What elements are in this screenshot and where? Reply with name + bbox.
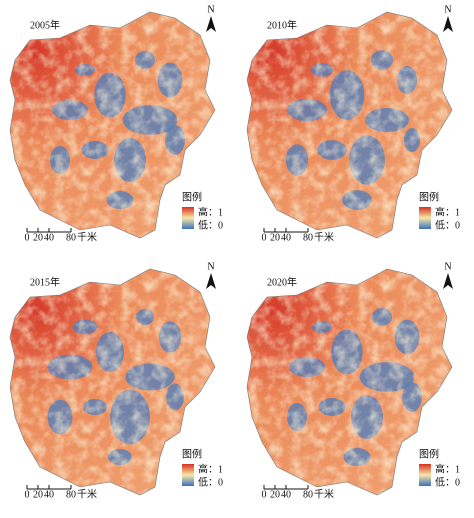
scale-label: 20 (270, 232, 280, 243)
scale-unit: 千米 (77, 487, 97, 500)
scale-label: 20 (270, 489, 280, 500)
scale-label: 20 (33, 232, 43, 243)
scale-label: 80 (66, 489, 76, 500)
panel-year: 2015年 (30, 275, 60, 288)
scale-label: 80 (303, 232, 313, 243)
scale-label: 20 (33, 489, 43, 500)
region-outline (9, 268, 216, 496)
region-map (10, 269, 215, 495)
panel-year: 2020年 (267, 275, 297, 288)
scale-label: 0 (262, 232, 267, 243)
legend-title: 图例 (419, 447, 439, 460)
scale-label: 0 (262, 489, 267, 500)
region-outline (9, 11, 216, 239)
legend-low: 低：0 (435, 475, 460, 488)
legend-low: 低：0 (198, 475, 223, 488)
legend-swatch (182, 207, 194, 229)
scale-unit: 千米 (77, 230, 97, 243)
legend-high: 高：1 (198, 205, 223, 218)
legend-high: 高：1 (435, 205, 460, 218)
north-label: N (207, 4, 214, 15)
scale-unit: 千米 (314, 487, 334, 500)
north-label: N (444, 261, 451, 272)
north-arrow (443, 273, 453, 289)
map-panel: 2010年 N 图例高：1低：0 0 20 40 80 千米 (246, 4, 460, 243)
north-label: N (444, 4, 451, 15)
legend-high: 高：1 (435, 462, 460, 475)
region-map (247, 12, 452, 238)
map-panel: 2015年 N 图例高：1低：0 0 20 40 80 千米 (9, 261, 223, 500)
legend-high: 高：1 (198, 462, 223, 475)
region-outline (246, 11, 453, 239)
panel-year: 2010年 (267, 18, 297, 31)
legend-low: 低：0 (435, 218, 460, 231)
legend-title: 图例 (182, 447, 202, 460)
scale-unit: 千米 (314, 230, 334, 243)
scale-label: 40 (44, 489, 54, 500)
scale-label: 40 (44, 232, 54, 243)
scale-label: 0 (25, 232, 30, 243)
north-arrow (443, 16, 453, 32)
north-arrow (206, 16, 216, 32)
scale-label: 80 (66, 232, 76, 243)
map-panel: 2020年 N 图例高：1低：0 0 20 40 80 千米 (246, 261, 460, 500)
legend-title: 图例 (182, 190, 202, 203)
scale-label: 40 (281, 489, 291, 500)
region-outline (246, 268, 453, 496)
legend-swatch (419, 207, 431, 229)
legend-swatch (182, 464, 194, 486)
scale-label: 80 (303, 489, 313, 500)
north-label: N (207, 261, 214, 272)
legend-low: 低：0 (198, 218, 223, 231)
north-arrow (206, 273, 216, 289)
scale-label: 0 (25, 489, 30, 500)
panel-year: 2005年 (30, 18, 60, 31)
legend-swatch (419, 464, 431, 486)
map-panel: 2005年 N 图例高：1低：0 0 20 40 80 千米 (9, 4, 223, 243)
legend-title: 图例 (419, 190, 439, 203)
scale-label: 40 (281, 232, 291, 243)
